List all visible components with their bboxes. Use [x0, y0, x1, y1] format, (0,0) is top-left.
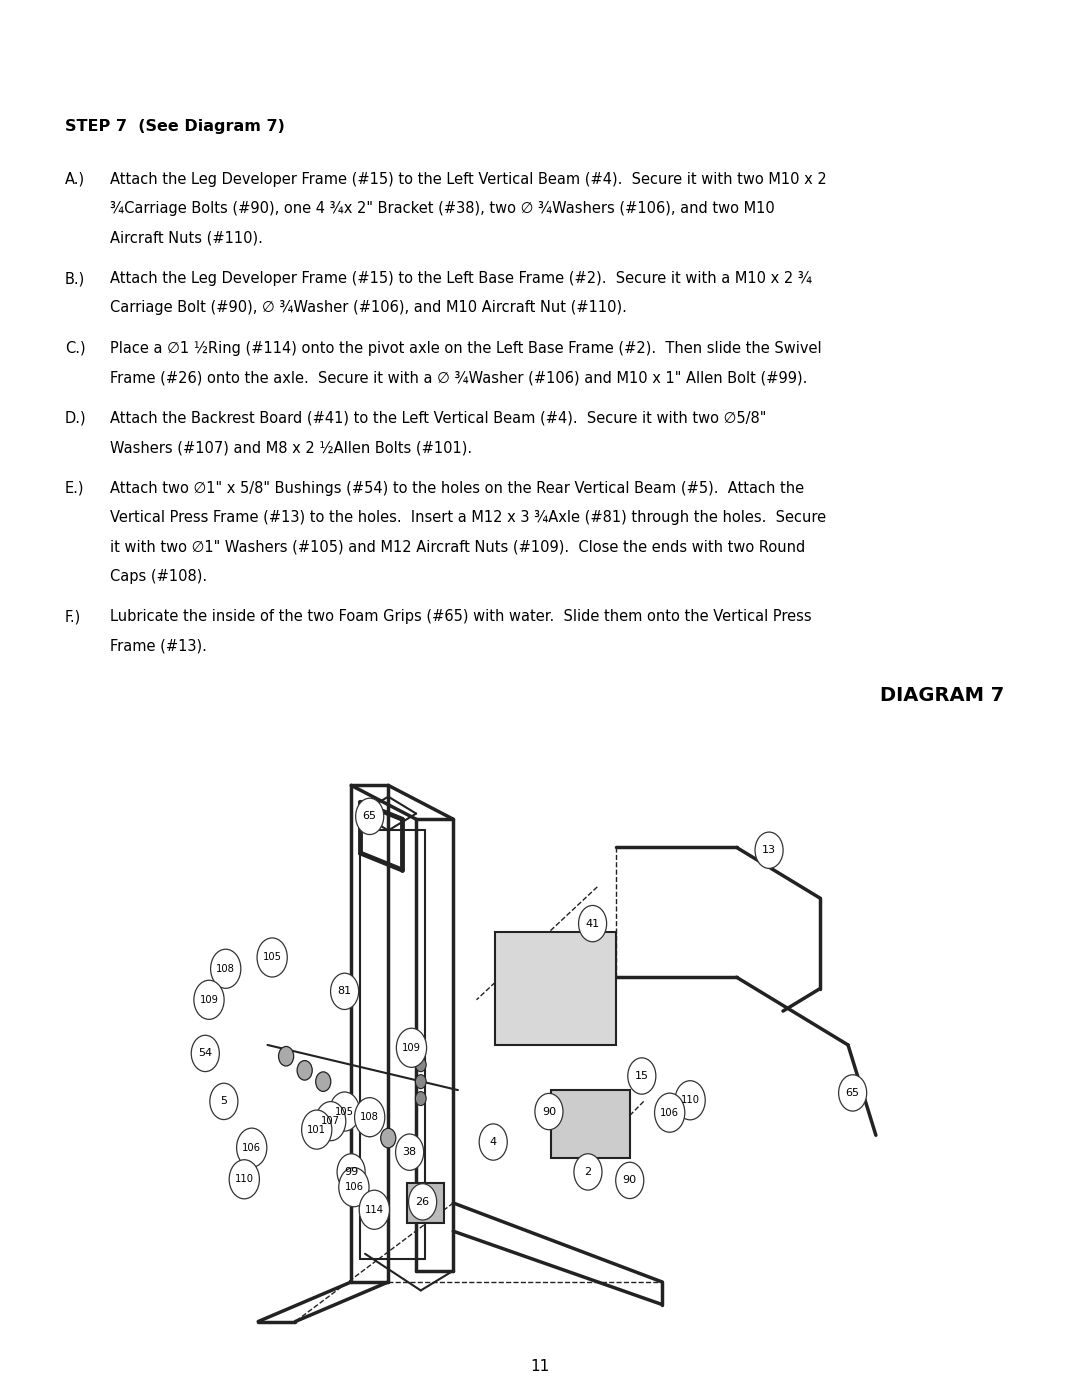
Text: 26: 26 — [416, 1197, 430, 1207]
Text: Place a ∅1 ½Ring (#114) onto the pivot axle on the Left Base Frame (#2).  Then s: Place a ∅1 ½Ring (#114) onto the pivot a… — [110, 341, 822, 356]
Bar — [495, 932, 616, 1045]
Text: ¾Carriage Bolts (#90), one 4 ¾x 2" Bracket (#38), two ∅ ¾Washers (#106), and two: ¾Carriage Bolts (#90), one 4 ¾x 2" Brack… — [110, 201, 775, 217]
Circle shape — [535, 1094, 563, 1130]
Text: Caps (#108).: Caps (#108). — [110, 569, 207, 584]
Circle shape — [211, 949, 241, 988]
Text: D.): D.) — [65, 411, 86, 426]
Circle shape — [416, 1091, 427, 1105]
Circle shape — [362, 1118, 377, 1137]
Text: 106: 106 — [345, 1182, 363, 1192]
Text: 2: 2 — [584, 1166, 592, 1176]
Circle shape — [301, 1111, 332, 1150]
Text: DIAGRAM 7: DIAGRAM 7 — [880, 686, 1004, 705]
Text: 81: 81 — [338, 986, 352, 996]
Circle shape — [229, 1160, 259, 1199]
Text: it with two ∅1" Washers (#105) and M12 Aircraft Nuts (#109).  Close the ends wit: it with two ∅1" Washers (#105) and M12 A… — [110, 539, 806, 555]
Circle shape — [279, 1046, 294, 1066]
Text: F.): F.) — [65, 609, 81, 624]
Text: Washers (#107) and M8 x 2 ½Allen Bolts (#101).: Washers (#107) and M8 x 2 ½Allen Bolts (… — [110, 440, 472, 455]
Circle shape — [330, 974, 359, 1010]
Circle shape — [339, 1168, 369, 1207]
Text: 5: 5 — [220, 1097, 228, 1106]
Text: E.): E.) — [65, 481, 84, 496]
Bar — [407, 1183, 444, 1222]
Circle shape — [675, 1081, 705, 1120]
Circle shape — [408, 1183, 436, 1220]
Circle shape — [194, 981, 225, 1020]
Circle shape — [354, 1098, 384, 1137]
Circle shape — [400, 1140, 415, 1160]
Text: 54: 54 — [199, 1048, 213, 1059]
Text: 38: 38 — [403, 1147, 417, 1157]
Circle shape — [315, 1071, 330, 1091]
Circle shape — [838, 1074, 866, 1111]
Text: 108: 108 — [361, 1112, 379, 1122]
Text: 108: 108 — [216, 964, 235, 974]
Circle shape — [416, 1074, 427, 1088]
Text: Frame (#13).: Frame (#13). — [110, 638, 207, 654]
Circle shape — [627, 1058, 656, 1094]
Circle shape — [616, 1162, 644, 1199]
Text: 107: 107 — [321, 1116, 340, 1126]
Circle shape — [396, 1028, 427, 1067]
Bar — [551, 1090, 630, 1158]
Text: 4: 4 — [489, 1137, 497, 1147]
Circle shape — [579, 905, 607, 942]
Text: 15: 15 — [635, 1071, 649, 1081]
Text: Vertical Press Frame (#13) to the holes.  Insert a M12 x 3 ¾Axle (#81) through t: Vertical Press Frame (#13) to the holes.… — [110, 510, 826, 525]
Circle shape — [573, 1154, 602, 1190]
Text: 90: 90 — [623, 1175, 637, 1186]
Text: Attach two ∅1" x 5/8" Bushings (#54) to the holes on the Rear Vertical Beam (#5): Attach two ∅1" x 5/8" Bushings (#54) to … — [110, 481, 805, 496]
Circle shape — [337, 1154, 365, 1190]
Text: Aircraft Nuts (#110).: Aircraft Nuts (#110). — [110, 231, 264, 246]
Circle shape — [416, 1058, 427, 1071]
Text: C.): C.) — [65, 341, 85, 356]
Circle shape — [191, 1035, 219, 1071]
Text: 41: 41 — [585, 919, 599, 929]
Text: 101: 101 — [307, 1125, 326, 1134]
Circle shape — [355, 798, 383, 834]
Text: 109: 109 — [402, 1042, 421, 1053]
Circle shape — [257, 937, 287, 977]
Circle shape — [360, 1190, 390, 1229]
Text: 109: 109 — [200, 995, 218, 1004]
Circle shape — [480, 1123, 508, 1160]
Circle shape — [237, 1129, 267, 1168]
Text: 99: 99 — [345, 1166, 359, 1176]
Text: 105: 105 — [335, 1106, 354, 1116]
Text: 13: 13 — [762, 845, 777, 855]
Circle shape — [297, 1060, 312, 1080]
Text: Attach the Leg Developer Frame (#15) to the Left Base Frame (#2).  Secure it wit: Attach the Leg Developer Frame (#15) to … — [110, 271, 812, 286]
Text: 110: 110 — [234, 1175, 254, 1185]
Text: Lubricate the inside of the two Foam Grips (#65) with water.  Slide them onto th: Lubricate the inside of the two Foam Gri… — [110, 609, 812, 624]
Text: Attach the Leg Developer Frame (#15) to the Left Vertical Beam (#4).  Secure it : Attach the Leg Developer Frame (#15) to … — [110, 172, 827, 187]
Circle shape — [210, 1083, 238, 1119]
Text: 65: 65 — [846, 1088, 860, 1098]
Text: 105: 105 — [262, 953, 282, 963]
Text: Frame (#26) onto the axle.  Secure it with a ∅ ¾Washer (#106) and M10 x 1" Allen: Frame (#26) onto the axle. Secure it wit… — [110, 370, 808, 386]
Text: 114: 114 — [365, 1204, 383, 1215]
Text: 106: 106 — [660, 1108, 679, 1118]
Text: 110: 110 — [680, 1095, 700, 1105]
Text: 65: 65 — [363, 812, 377, 821]
Circle shape — [755, 833, 783, 869]
Circle shape — [329, 1092, 360, 1132]
Circle shape — [381, 1129, 396, 1148]
Circle shape — [315, 1102, 346, 1141]
Text: 106: 106 — [242, 1143, 261, 1153]
Circle shape — [654, 1092, 685, 1132]
Text: STEP 7  (See Diagram 7): STEP 7 (See Diagram 7) — [65, 119, 285, 134]
Circle shape — [395, 1134, 423, 1171]
Text: B.): B.) — [65, 271, 85, 286]
Text: 90: 90 — [542, 1106, 556, 1116]
Text: Attach the Backrest Board (#41) to the Left Vertical Beam (#4).  Secure it with : Attach the Backrest Board (#41) to the L… — [110, 411, 767, 426]
Text: 11: 11 — [530, 1359, 550, 1373]
Text: A.): A.) — [65, 172, 85, 187]
Text: Carriage Bolt (#90), ∅ ¾Washer (#106), and M10 Aircraft Nut (#110).: Carriage Bolt (#90), ∅ ¾Washer (#106), a… — [110, 300, 627, 316]
